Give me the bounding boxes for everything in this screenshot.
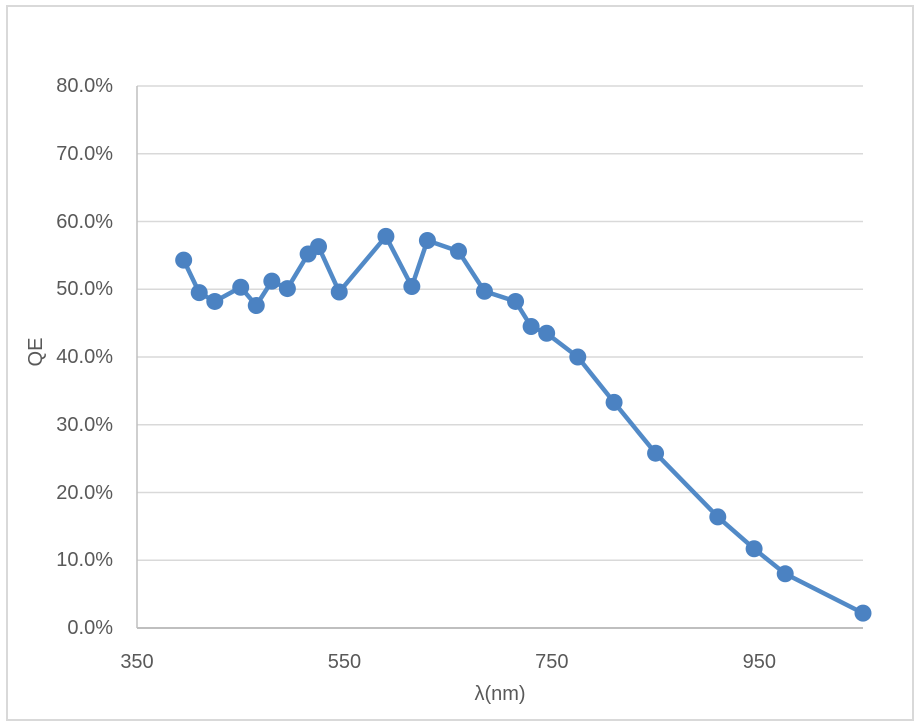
x-tick-label: 750 [535, 651, 569, 673]
y-tick-label: 30.0% [56, 413, 113, 436]
data-point-marker [522, 318, 540, 336]
data-point-marker [605, 393, 623, 411]
y-tick-label: 10.0% [56, 549, 113, 572]
data-point-marker [175, 251, 193, 269]
y-tick-label: 20.0% [56, 481, 113, 504]
y-tick-label: 80.0% [56, 75, 113, 97]
x-tick-label: 350 [120, 651, 154, 673]
data-point-marker [403, 278, 421, 296]
data-point-marker [854, 604, 872, 622]
data-point-marker [377, 227, 395, 245]
y-tick-label: 40.0% [56, 346, 113, 368]
y-tick-label: 0.0% [67, 617, 113, 639]
data-point-marker [310, 238, 327, 256]
data-point-marker [278, 280, 296, 298]
data-point-marker [709, 508, 727, 526]
data-point-marker [647, 444, 665, 462]
x-tick-label: 550 [327, 651, 362, 673]
data-point-marker [569, 348, 587, 366]
data-point-marker [418, 231, 436, 249]
chart-frame [6, 5, 914, 721]
data-point-marker [232, 278, 250, 296]
data-point-marker [475, 282, 493, 300]
x-axis-title: λ(nm) [474, 683, 526, 705]
y-axis-title: QE [25, 337, 47, 367]
x-tick-label: 950 [742, 651, 776, 673]
data-point-marker [538, 324, 556, 342]
y-tick-label: 50.0% [56, 278, 113, 301]
data-point-marker [745, 540, 763, 558]
data-point-marker [507, 292, 525, 310]
data-point-marker [190, 284, 208, 302]
y-tick-label: 60.0% [56, 210, 113, 233]
data-point-marker [450, 242, 468, 260]
y-tick-label: 70.0% [56, 142, 113, 165]
data-point-marker [776, 565, 794, 583]
data-point-marker [206, 292, 224, 310]
data-point-marker [263, 272, 281, 290]
data-point-marker [330, 283, 348, 301]
data-point-marker [247, 297, 265, 315]
